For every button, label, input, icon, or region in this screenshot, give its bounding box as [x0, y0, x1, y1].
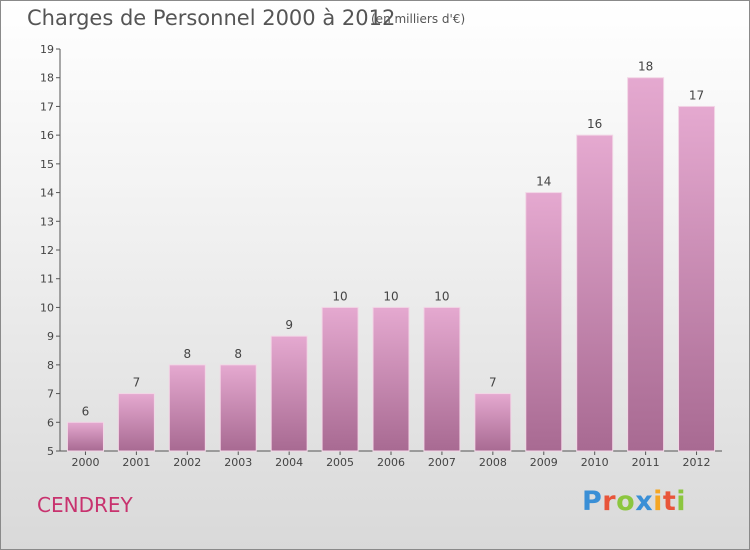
logo-letter: P [582, 486, 603, 517]
bar-value-label: 7 [133, 376, 141, 390]
x-tick-label: 2011 [632, 456, 660, 469]
bars [66, 77, 716, 452]
x-tick-label: 2000 [71, 456, 99, 469]
x-tick-label: 2004 [275, 456, 303, 469]
bar-value-label: 16 [587, 117, 602, 131]
place-name: CENDREY [37, 493, 133, 517]
logo-letter: o [616, 486, 636, 517]
x-tick-label: 2009 [530, 456, 558, 469]
bar-value-label: 18 [638, 60, 653, 74]
bar-value-label: 14 [536, 175, 551, 189]
y-tick-label: 18 [40, 72, 54, 85]
logo-letter: i [676, 486, 687, 517]
bar-2010 [576, 134, 614, 452]
y-tick-label: 6 [47, 416, 54, 429]
y-tick-label: 13 [40, 215, 54, 228]
x-tick-label: 2010 [581, 456, 609, 469]
bar-2009 [525, 192, 563, 452]
bar-2000 [66, 421, 104, 452]
y-tick-label: 7 [47, 388, 54, 401]
bar-2006 [372, 306, 410, 452]
bar-value-label: 10 [383, 289, 398, 303]
y-tick-label: 15 [40, 158, 54, 171]
logo-letter: x [635, 486, 654, 517]
bar-2012 [678, 105, 716, 452]
x-tick-label: 2003 [224, 456, 252, 469]
bar-2005 [321, 306, 359, 452]
bar-2004 [270, 335, 308, 452]
y-tick-label: 5 [47, 445, 54, 458]
y-tick-label: 11 [40, 273, 54, 286]
bar-value-label: 10 [332, 289, 347, 303]
bar-value-label: 9 [285, 318, 293, 332]
proxiti-logo: Proxiti [582, 486, 686, 517]
bar-2007 [423, 306, 461, 452]
x-tick-label: 2001 [122, 456, 150, 469]
bar-value-label: 8 [234, 347, 242, 361]
bar-2008 [474, 393, 512, 452]
x-tick-label: 2002 [173, 456, 201, 469]
bar-2003 [219, 364, 257, 452]
y-tick-label: 9 [47, 330, 54, 343]
bar-2011 [627, 77, 665, 452]
x-tick-label: 2007 [428, 456, 456, 469]
chart-unit: (en milliers d'€) [371, 12, 466, 26]
logo-letter: r [602, 486, 617, 517]
x-tick-label: 2008 [479, 456, 507, 469]
logo-letter: t [662, 486, 677, 517]
y-tick-label: 8 [47, 359, 54, 372]
chart-title: Charges de Personnel 2000 à 2012 [27, 6, 396, 30]
bar-value-label: 10 [434, 289, 449, 303]
bar-value-label: 7 [489, 376, 497, 390]
y-tick-label: 10 [40, 301, 54, 314]
y-tick-label: 16 [40, 129, 54, 142]
y-tick-label: 19 [40, 43, 54, 56]
x-tick-label: 2012 [683, 456, 711, 469]
y-tick-label: 14 [40, 187, 54, 200]
data-labels: 6 2000 7 2001 8 2002 8 2003 9 2004 10 2005 10 2006 10 2… [71, 60, 710, 469]
bar-value-label: 8 [183, 347, 191, 361]
x-tick-label: 2005 [326, 456, 354, 469]
bar-2002 [168, 364, 206, 452]
bar-value-label: 6 [82, 404, 90, 418]
logo-letter: i [653, 486, 663, 517]
bar-value-label: 17 [689, 88, 704, 102]
bar-2001 [117, 393, 155, 452]
y-tick-label: 12 [40, 244, 54, 257]
x-tick-label: 2006 [377, 456, 405, 469]
y-tick-label: 17 [40, 100, 54, 113]
